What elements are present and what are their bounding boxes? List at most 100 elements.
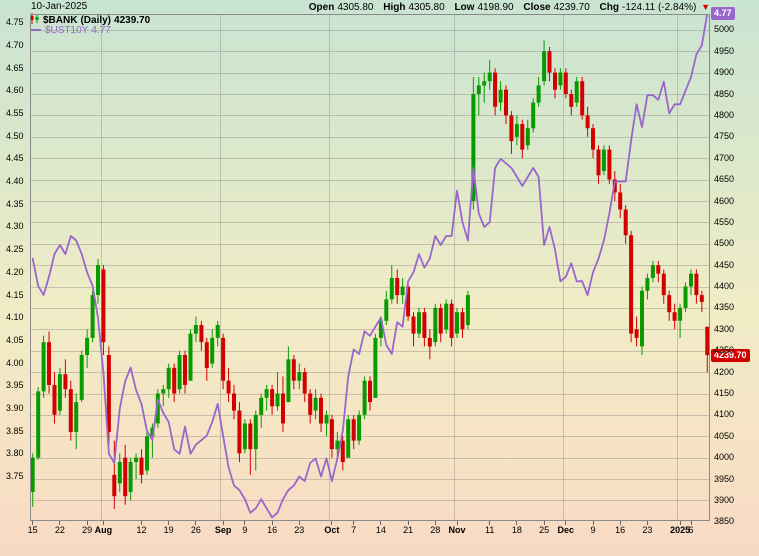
y-axis-left-tick: 4.60 [6,85,24,96]
x-axis-tickmark [59,521,61,525]
y-axis-left-tick: 4.00 [6,357,24,368]
x-axis-tickmark [690,521,692,525]
y-axis-left-tick: 3.95 [6,380,24,391]
gridlines [30,14,710,521]
x-axis-tick: 12 [136,525,147,535]
y-axis-right-tick: 4900 [714,67,735,78]
x-axis-tick: 6 [688,525,694,535]
y-axis-right-tick: 3900 [714,495,735,505]
chart-date: 10-Jan-2025 [31,1,88,12]
y-axis-right-tick: 5000 [714,24,735,35]
y-axis-right-tick: 3950 [714,473,735,484]
x-axis-tick: 25 [539,525,550,535]
y-axis-right-tick: 4550 [714,216,735,227]
x-axis-tickmark [646,521,648,525]
x-axis-tick: Aug [94,525,113,535]
y-axis-left-tick: 4.50 [6,130,24,141]
x-axis-tickmark [298,521,300,525]
x-axis-tick: 7 [351,525,357,535]
plot-area [30,14,710,521]
symbol-name: $BANK [43,15,78,26]
x-axis-tick: 23 [642,525,653,535]
overlay-legend: $UST10Y4.77 [30,26,111,36]
x-axis-tickmark [32,521,34,525]
symbol-title: $BANK (Daily) 4239.70 [30,13,150,26]
x-axis-tick: 23 [294,525,305,535]
x-axis-tick: 26 [190,525,201,535]
y-axis-left-tick: 4.25 [6,244,24,255]
y-axis-right-tick: 4950 [714,45,735,56]
x-axis-tick: Sep [214,525,232,535]
yield-line [31,14,709,519]
x-axis-tickmark [565,521,567,525]
y-axis-right-tick: 4150 [714,388,735,398]
quote-bar: Open 4305.80 High 4305.80 Low 4198.90 Close… [309,2,710,13]
x-axis-tickmark [195,521,197,525]
y-axis-right-tick: 4650 [714,174,735,185]
y-axis-left-tick: 4.15 [6,289,24,300]
x-axis-tickmark [380,521,382,525]
price-axis-label-box: 4239.70 [711,348,750,362]
x-axis-tickmark [168,521,170,525]
y-axis-right-tick: 4300 [714,323,735,334]
symbol-period: (Daily) [80,15,112,26]
x-axis-tickmark [543,521,545,525]
x-axis-tick: 16 [267,525,278,535]
y-axis-left-tick: 4.05 [6,334,24,345]
y-axis-left-tick: 4.20 [6,266,24,277]
y-axis-right-tick: 4750 [714,131,735,142]
y-axis-left-tick: 4.45 [6,153,24,164]
y-axis-left-tick: 4.75 [6,17,24,28]
y-axis-left-tick: 4.35 [6,198,24,209]
overlay-value: 4.77 [91,25,110,36]
x-axis-tick: 15 [27,525,38,535]
y-axis-right-tick: 4450 [714,259,735,270]
y-axis-right-tick: 4850 [714,88,735,99]
y-axis-right-tick: 4800 [714,109,735,120]
x-axis-tickmark [434,521,436,525]
y-axis-right-tick: 4500 [714,238,735,249]
x-axis-tickmark [619,521,621,525]
y-axis-right-tick: 4400 [714,281,735,291]
y-axis-left-tick: 4.10 [6,312,24,323]
quote-close-label: Close [523,2,551,13]
x-axis-tickmark [516,521,518,525]
down-arrow-icon: ▼ [701,2,710,12]
x-axis-tickmark [102,521,104,525]
x-axis-tick: 11 [485,525,495,535]
y-axis-right-tick: 3850 [714,516,735,527]
x-axis-tick: 21 [403,525,414,535]
y-axis-right-tick: 4200 [714,366,735,377]
quote-low-label: Low [454,2,475,13]
quote-high-value: 4305.80 [408,2,445,13]
x-axis-tick: 18 [511,525,522,535]
y-axis-left-tick: 3.80 [6,448,24,459]
quote-open-value: 4305.80 [337,2,374,13]
y-axis-left-tick: 4.55 [6,107,24,118]
x-axis-tickmark [592,521,594,525]
quote-high-label: High [383,2,406,13]
x-axis-tickmark [353,521,355,525]
y-axis-right-tick: 4000 [714,452,735,463]
x-axis-tick: 28 [430,525,441,535]
x-axis-tick: 16 [615,525,626,535]
y-axis-right-tick: 4100 [714,409,735,420]
y-axis-left-tick: 4.40 [6,176,24,186]
legend-line-icon [30,29,41,31]
symbol-last-value: 4239.70 [114,15,151,26]
x-axis-tickmark [456,521,458,525]
candlestick-series [30,40,710,509]
x-axis-tickmark [407,521,409,525]
x-axis-tick: 19 [163,525,174,535]
quote-low-value: 4198.90 [477,2,514,13]
x-axis-tick: Nov [448,525,466,535]
y-axis-left-tick: 4.70 [6,39,24,50]
x-axis-tickmark [489,521,491,525]
y-axis-right-tick: 4250 [714,345,735,356]
quote-open-label: Open [308,2,335,13]
x-axis-tick: 9 [242,525,248,535]
quote-close-value: 4239.70 [553,2,590,13]
x-axis-tickmark [86,521,88,525]
x-axis-tickmark [222,521,224,525]
x-axis-tickmark [679,521,681,525]
